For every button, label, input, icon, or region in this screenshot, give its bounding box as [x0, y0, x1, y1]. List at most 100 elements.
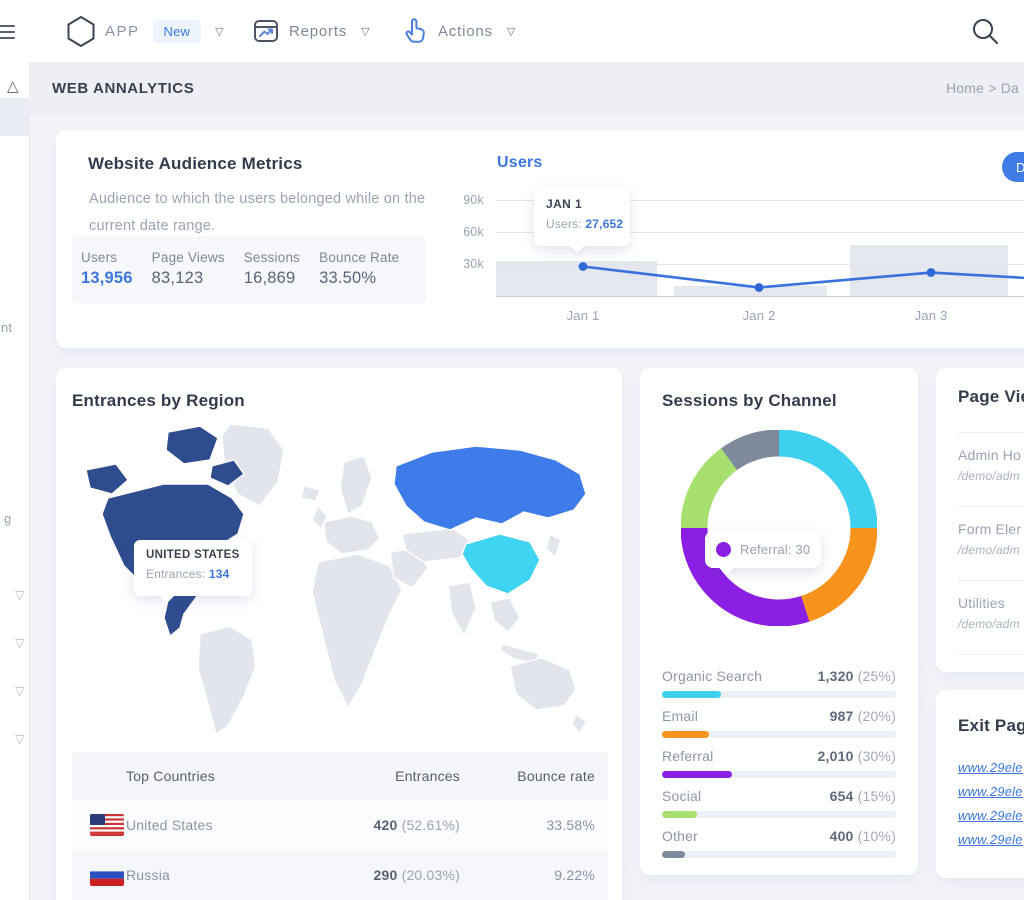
map-africa: [311, 553, 403, 709]
y-axis-tick: 30k: [463, 257, 484, 271]
users-chart-title: Users: [497, 154, 543, 171]
new-badge[interactable]: New: [152, 19, 202, 43]
chevron-down-icon[interactable]: ▽: [15, 636, 25, 650]
sessions-by-channel-card: Sessions by Channel Referral: 30 Organic…: [640, 368, 918, 875]
map-tooltip: UNITED STATES Entrances: 134: [134, 540, 252, 596]
download-button[interactable]: D: [1002, 152, 1024, 182]
app-menu[interactable]: APP New ▽: [66, 0, 224, 62]
sidebar: △ nt g ▽ ▽ ▽ ▽: [0, 62, 30, 900]
chevron-down-icon[interactable]: ▽: [215, 25, 224, 38]
page-views-card: Page Vie Admin Ho /demo/adm Form Eler /d…: [936, 368, 1024, 672]
table-row-russia[interactable]: Russia 290 (20.03%) 9.22%: [72, 850, 608, 900]
map-russia[interactable]: [393, 445, 587, 531]
progress-track: [662, 691, 896, 698]
chevron-down-icon[interactable]: ▽: [15, 732, 25, 746]
x-axis-tick: Jan 3: [914, 308, 948, 323]
card-title: Exit Pag: [958, 716, 1024, 735]
map-greenland: [221, 423, 285, 507]
map-uk: [311, 505, 328, 530]
map-australia: [509, 657, 577, 711]
chevron-down-icon[interactable]: ▽: [506, 25, 516, 38]
gridline-90k: [496, 200, 1024, 201]
page-item[interactable]: Admin Ho: [958, 447, 1022, 463]
progress-track: [662, 731, 896, 738]
gridline-60k: [496, 232, 1024, 233]
progress-fill: [662, 811, 698, 818]
progress-track: [662, 771, 896, 778]
exit-page-link[interactable]: www.29ele: [958, 760, 1023, 775]
x-axis-tick: Jan 1: [566, 308, 600, 323]
map-south-america: [197, 625, 257, 735]
breadcrumb[interactable]: Home > Da: [946, 80, 1019, 96]
stat-bounce-rate: Bounce Rate 33.50%: [319, 250, 400, 287]
card-description: Audience to which the users belonged whi…: [89, 191, 426, 234]
progress-fill: [662, 731, 709, 738]
divider: [958, 506, 1024, 507]
top-navbar: APP New ▽ Reports ▽ Actions ▽: [0, 0, 1024, 62]
y-axis-tick: 60k: [463, 225, 484, 239]
page-title: WEB ANNALYTICS: [52, 80, 195, 97]
exit-page-link[interactable]: www.29ele: [958, 808, 1023, 823]
progress-track: [662, 851, 896, 858]
card-title: Website Audience Metrics: [88, 154, 303, 173]
sidebar-active-item[interactable]: [0, 98, 30, 136]
sessions-donut-chart[interactable]: [681, 430, 877, 626]
audience-stats: Users 13,956 Page Views 83,123 Sessions …: [72, 236, 426, 304]
progress-fill: [662, 771, 733, 778]
stat-sessions: Sessions 16,869: [243, 250, 301, 287]
divider: [958, 654, 1024, 655]
page-header: WEB ANNALYTICS Home > Da: [0, 62, 1024, 115]
card-title: Entrances by Region: [72, 391, 245, 410]
exit-page-link[interactable]: www.29ele: [958, 784, 1023, 799]
sidebar-item-label-fragment: nt: [1, 320, 13, 335]
map-china[interactable]: [461, 533, 541, 595]
chevron-down-icon[interactable]: ▽: [361, 25, 370, 38]
app-label: APP: [105, 22, 140, 40]
stat-users: Users 13,956: [81, 250, 133, 287]
reports-menu[interactable]: Reports ▽: [252, 0, 370, 62]
legend-item-referral[interactable]: Referral 2,010 (30%): [662, 748, 896, 778]
reports-label: Reports: [289, 22, 348, 40]
page-item[interactable]: Utilities: [958, 595, 1005, 611]
divider: [958, 580, 1024, 581]
entrances-by-region-card: Entrances by Region: [56, 368, 622, 900]
x-axis-tick: Jan 2: [742, 308, 776, 323]
map-europe: [323, 515, 381, 555]
triangle-up-icon[interactable]: △: [7, 78, 19, 95]
map-se-asia: [489, 597, 521, 633]
gridline-30k: [496, 264, 1024, 265]
search-icon[interactable]: [970, 16, 1000, 46]
y-axis-tick: 90k: [463, 193, 484, 207]
table-row-united-states[interactable]: United States 420 (52.61%) 33.58%: [72, 800, 608, 850]
legend-item-social[interactable]: Social 654 (15%): [662, 788, 896, 818]
map-japan: [545, 533, 562, 558]
users-line-chart[interactable]: [496, 185, 1024, 297]
top-countries-table: Top Countries Entrances Bounce rate Unit…: [72, 752, 608, 900]
exit-page-link[interactable]: www.29ele: [958, 832, 1023, 847]
audience-metrics-card: Website Audience Metrics Audience to whi…: [56, 130, 1024, 348]
x-axis-line: [496, 296, 1024, 297]
map-india: [447, 581, 477, 637]
legend-dot: [716, 542, 731, 557]
stat-page-views: Page Views 83,123: [151, 250, 225, 287]
page-item-url: /demo/adm: [958, 543, 1020, 557]
world-map[interactable]: UNITED STATES Entrances: 134: [72, 422, 594, 740]
chevron-down-icon[interactable]: ▽: [15, 684, 25, 698]
legend-item-email[interactable]: Email 987 (20%): [662, 708, 896, 738]
hexagon-logo-icon: [67, 15, 95, 47]
actions-menu[interactable]: Actions ▽: [402, 0, 515, 62]
card-title: Sessions by Channel: [662, 391, 837, 410]
page-item[interactable]: Form Eler: [958, 521, 1022, 537]
map-base-regions: [197, 423, 588, 735]
collapse-menu-icon[interactable]: [0, 20, 16, 44]
progress-fill: [662, 691, 721, 698]
legend-item-organic-search[interactable]: Organic Search 1,320 (25%): [662, 668, 896, 698]
map-north-america[interactable]: [85, 425, 245, 637]
page-item-url: /demo/adm: [958, 617, 1020, 631]
hand-pointer-icon: [405, 17, 425, 43]
legend-item-other[interactable]: Other 400 (10%): [662, 828, 896, 858]
card-title: Page Vie: [958, 387, 1024, 406]
map-scandinavia: [339, 455, 373, 515]
chevron-down-icon[interactable]: ▽: [15, 588, 25, 602]
